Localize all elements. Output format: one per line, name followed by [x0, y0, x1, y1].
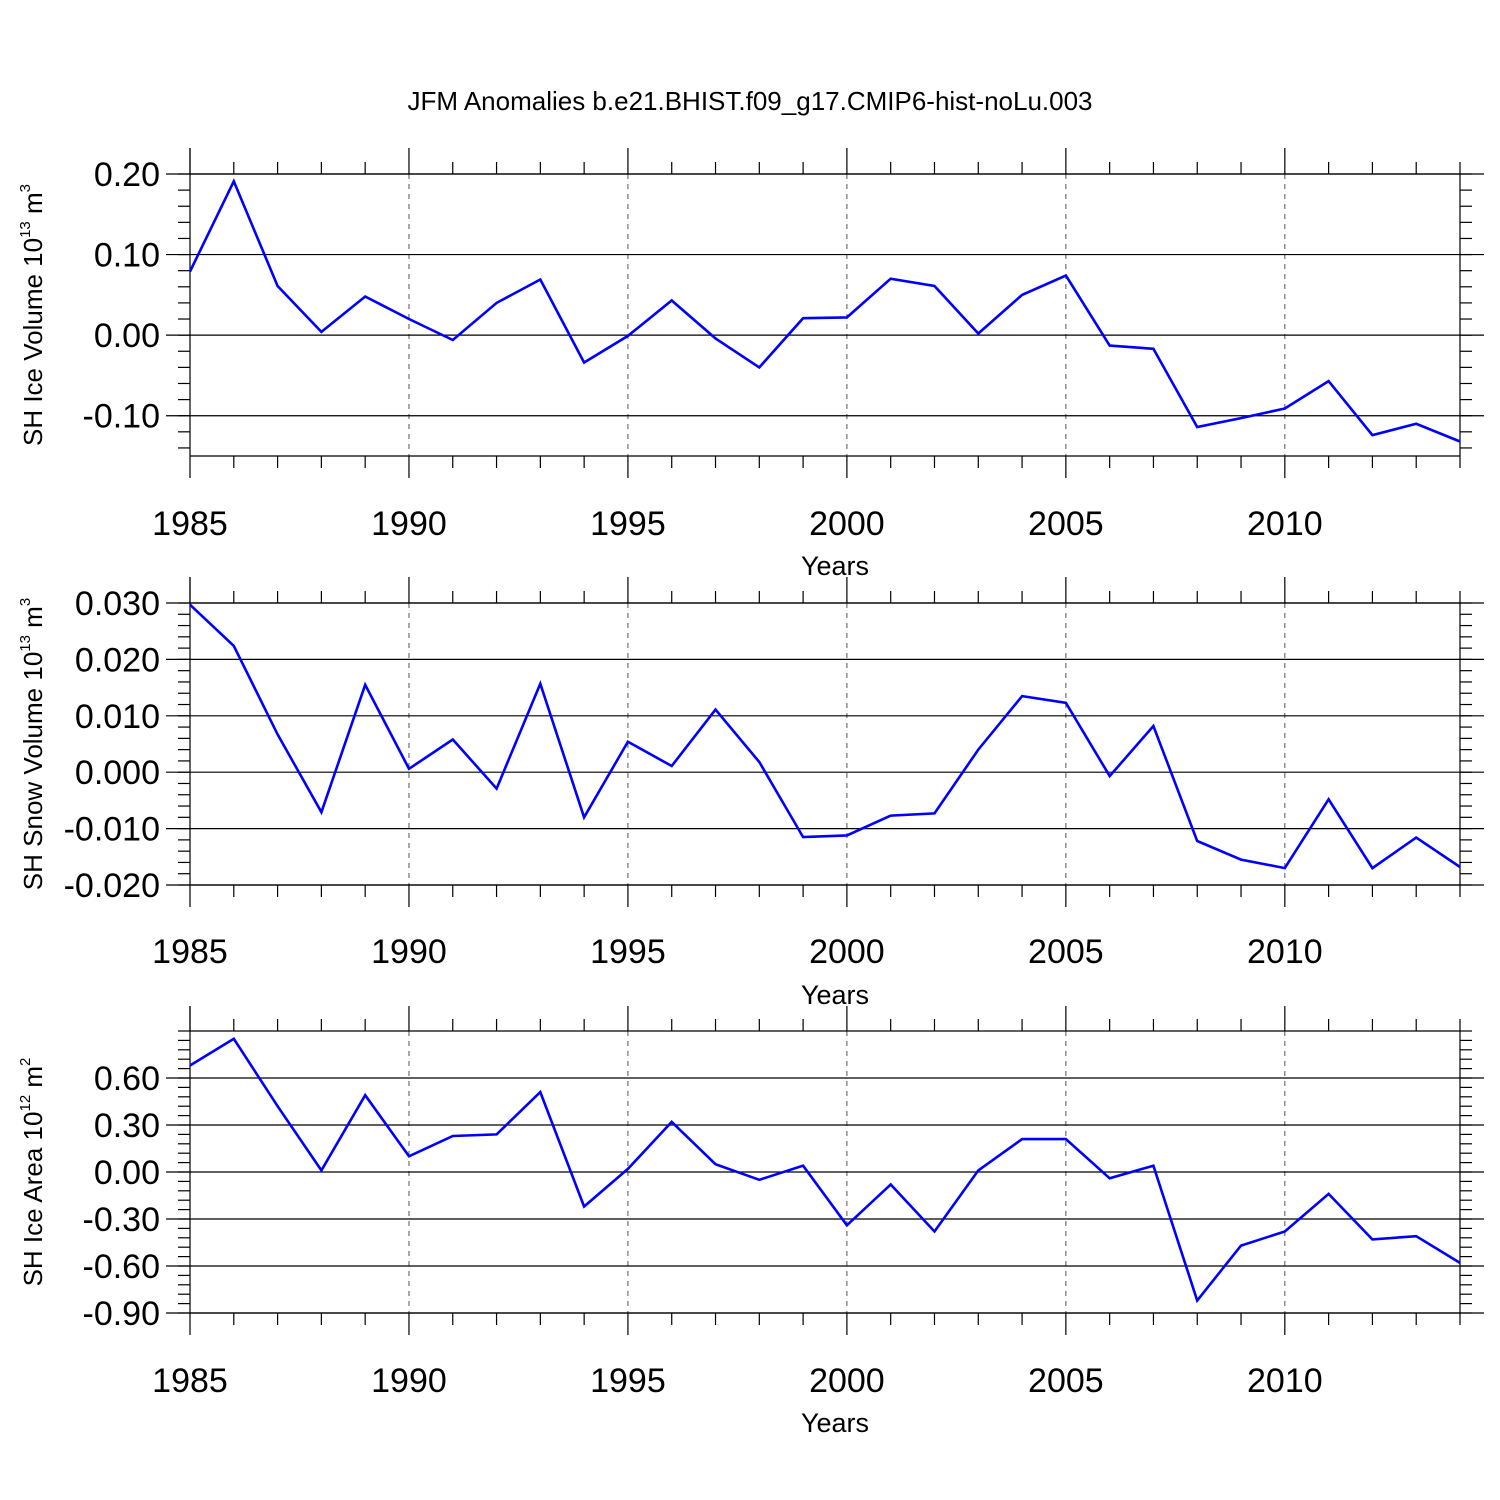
x-axis-title: Years: [801, 1408, 869, 1438]
x-tick-label: 2010: [1247, 505, 1323, 543]
x-axis-title: Years: [801, 980, 869, 1010]
y-tick-label: -0.020: [64, 867, 160, 905]
x-tick-label: 2005: [1028, 1362, 1104, 1400]
x-tick-label: 1995: [590, 933, 666, 971]
series-line-3: [189, 1037, 1461, 1304]
figure-title: JFM Anomalies b.e21.BHIST.f09_g17.CMIP6-…: [407, 86, 1092, 116]
x-tick-label: 1990: [371, 1362, 447, 1400]
x-tick-label: 2000: [809, 1362, 885, 1400]
y-axis-title: SH Snow Volume 1013 m3: [17, 598, 48, 890]
series-line-1: [188, 178, 1461, 443]
x-axis-title: Years: [801, 551, 869, 581]
series-line-2: [189, 603, 1461, 870]
y-tick-label: 0.00: [94, 1154, 160, 1192]
y-tick-label: -0.90: [83, 1295, 161, 1333]
x-tick-label: 1995: [590, 505, 666, 543]
y-tick-label: 0.030: [75, 585, 160, 623]
y-tick-label: 0.000: [75, 754, 160, 792]
x-tick-label: 2005: [1028, 933, 1104, 971]
x-tick-label: 1990: [371, 505, 447, 543]
x-tick-label: 1990: [371, 933, 447, 971]
y-tick-label: 0.20: [94, 156, 160, 194]
y-tick-label: 0.00: [94, 317, 160, 355]
y-tick-label: 0.10: [94, 237, 160, 275]
x-tick-label: 2000: [809, 933, 885, 971]
y-tick-label: 0.30: [94, 1107, 160, 1145]
chart-panel-3: 0.60 0.30 0.00 -0.30 -0.60 -0.90 1985 1990 1995 2…: [17, 1006, 1484, 1438]
chart-panel-2: 0.030 0.020 0.010 0.000 -0.010 -0.020 1985 1990…: [17, 577, 1484, 1010]
y-axis-title: SH Ice Area 1012 m2: [17, 1058, 48, 1287]
x-tick-label: 2000: [809, 505, 885, 543]
x-tick-label: 2005: [1028, 505, 1104, 543]
y-tick-label: 0.010: [75, 698, 160, 736]
x-tick-label: 2010: [1247, 1362, 1323, 1400]
y-tick-label: 0.60: [94, 1060, 160, 1098]
x-tick-label: 1985: [152, 933, 228, 971]
x-tick-label: 1995: [590, 1362, 666, 1400]
y-tick-label: -0.010: [64, 811, 160, 849]
y-tick-label: -0.30: [83, 1201, 161, 1239]
y-axis-title: SH Ice Volume 1013 m3: [17, 184, 48, 446]
chart-panel-1: 0.20 0.10 0.00 -0.10 1985 1990 1995 2000 2005 201…: [17, 148, 1484, 581]
panels: 0.20 0.10 0.00 -0.10 1985 1990 1995 2000 2005 201…: [17, 148, 1484, 1438]
x-tick-label: 1985: [152, 1362, 228, 1400]
y-tick-label: -0.10: [83, 398, 161, 436]
y-tick-label: -0.60: [83, 1248, 161, 1286]
x-tick-label: 2010: [1247, 933, 1323, 971]
y-tick-label: 0.020: [75, 641, 160, 679]
x-tick-label: 1985: [152, 505, 228, 543]
